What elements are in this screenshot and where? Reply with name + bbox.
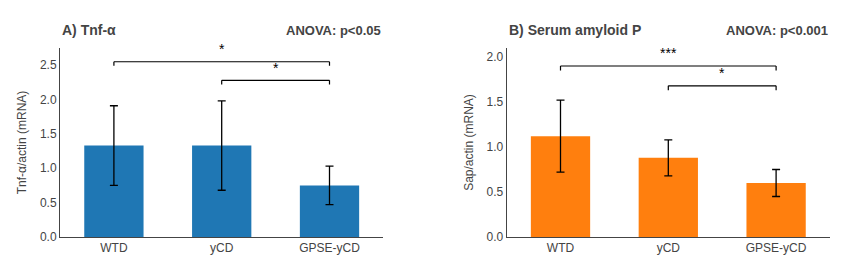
svg-text:2.0: 2.0 bbox=[40, 93, 57, 107]
svg-text:1.5: 1.5 bbox=[487, 95, 504, 109]
svg-text:ANOVA: p<0.001: ANOVA: p<0.001 bbox=[726, 23, 828, 38]
svg-text:0.5: 0.5 bbox=[40, 196, 57, 210]
svg-text:1.0: 1.0 bbox=[40, 161, 57, 175]
svg-text:2.0: 2.0 bbox=[487, 50, 504, 64]
svg-text:WTD: WTD bbox=[547, 241, 575, 255]
svg-text:1.0: 1.0 bbox=[487, 140, 504, 154]
svg-text:1.5: 1.5 bbox=[40, 127, 57, 141]
svg-text:*: * bbox=[219, 41, 225, 57]
svg-text:GPSE-yCD: GPSE-yCD bbox=[746, 241, 807, 255]
svg-text:B) Serum amyloid P: B) Serum amyloid P bbox=[509, 22, 641, 38]
svg-text:*: * bbox=[719, 65, 725, 81]
svg-text:0.5: 0.5 bbox=[487, 185, 504, 199]
svg-text:Tnf-α/actin (mRNA): Tnf-α/actin (mRNA) bbox=[15, 91, 29, 195]
svg-text:0.0: 0.0 bbox=[487, 230, 504, 244]
svg-text:2.5: 2.5 bbox=[40, 58, 57, 72]
svg-text:WTD: WTD bbox=[100, 241, 128, 255]
svg-text:0.0: 0.0 bbox=[40, 230, 57, 244]
svg-text:yCD: yCD bbox=[657, 241, 681, 255]
svg-text:yCD: yCD bbox=[210, 241, 234, 255]
svg-text:***: *** bbox=[660, 45, 677, 61]
svg-text:Sap/actin (mRNA): Sap/actin (mRNA) bbox=[462, 94, 476, 191]
svg-text:GPSE-yCD: GPSE-yCD bbox=[299, 241, 360, 255]
svg-text:A) Tnf-α: A) Tnf-α bbox=[62, 22, 116, 38]
svg-text:*: * bbox=[273, 60, 279, 76]
svg-text:ANOVA: p<0.05: ANOVA: p<0.05 bbox=[286, 23, 381, 38]
